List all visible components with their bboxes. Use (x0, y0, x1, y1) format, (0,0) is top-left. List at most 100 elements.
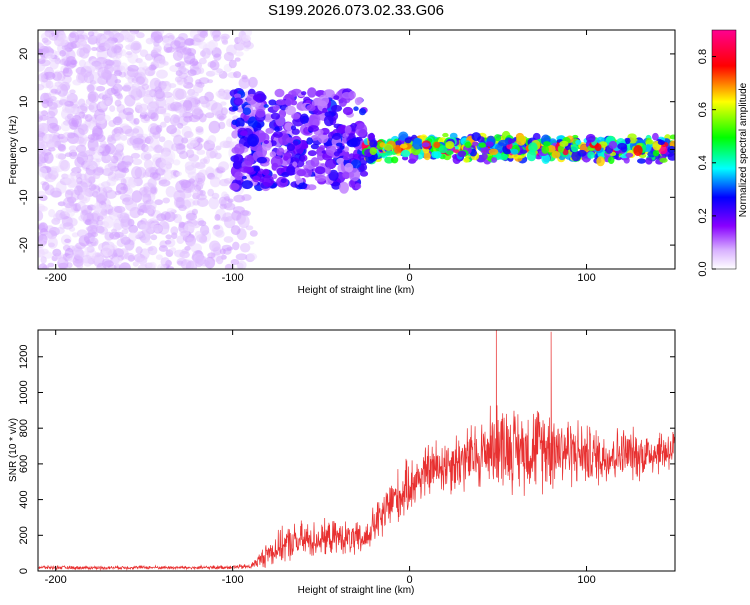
heatmap-blob (137, 208, 145, 216)
heatmap-blob (180, 180, 192, 189)
heatmap-blob (333, 151, 340, 157)
heatmap-blob (58, 99, 69, 106)
heatmap-blob (337, 148, 343, 153)
heatmap-blob (55, 227, 65, 235)
heatmap-blob (162, 91, 173, 98)
heatmap-blob (114, 149, 124, 157)
y-tick-label: 20 (18, 48, 30, 60)
heatmap-blob (659, 157, 668, 163)
heatmap-blob (248, 76, 258, 88)
heatmap-blob (331, 181, 341, 190)
heatmap-blob (48, 106, 58, 117)
heatmap-blob (131, 166, 143, 180)
heatmap-blob (247, 116, 258, 129)
heatmap-blob (154, 56, 166, 69)
heatmap-blob (163, 169, 174, 181)
heatmap-blob (78, 150, 85, 156)
heatmap-blob (144, 239, 152, 246)
heatmap-blob (234, 171, 243, 181)
heatmap-blob (652, 132, 659, 141)
heatmap-blob (50, 88, 58, 94)
x-tick-label: -200 (45, 574, 67, 586)
heatmap-blob (89, 219, 99, 230)
heatmap-blob (193, 33, 206, 43)
heatmap-blob (158, 136, 166, 143)
heatmap-blob (299, 113, 309, 125)
heatmap-blob (135, 76, 145, 85)
heatmap-blob (41, 37, 49, 44)
heatmap-blob (219, 248, 226, 255)
heatmap-blob (131, 82, 140, 92)
heatmap-blob (617, 142, 627, 150)
heatmap-blob (228, 59, 237, 69)
heatmap-blob (124, 94, 136, 107)
heatmap-blob (41, 123, 51, 131)
heatmap-blob (350, 137, 361, 147)
heatmap-blob (130, 152, 141, 159)
heatmap-blob (306, 104, 316, 112)
heatmap-blob (350, 159, 362, 169)
heatmap-blob (155, 124, 163, 133)
heatmap-blob (165, 266, 175, 269)
heatmap-blob (148, 64, 157, 71)
heatmap-blob (38, 240, 46, 249)
heatmap-blob (438, 145, 448, 154)
heatmap-blob (74, 185, 83, 196)
heatmap-blob (44, 173, 57, 183)
heatmap-blob (234, 93, 242, 99)
heatmap-blob (122, 197, 131, 203)
heatmap-blob (367, 133, 376, 140)
heatmap-blob (220, 101, 227, 106)
heatmap-blob (235, 117, 245, 129)
heatmap-blob (92, 190, 99, 198)
heatmap-blob (87, 256, 100, 264)
heatmap-blob (308, 125, 319, 132)
heatmap-blob (433, 141, 441, 149)
heatmap-blob (383, 143, 393, 151)
heatmap-blob (177, 122, 184, 129)
heatmap-blob (325, 167, 331, 175)
heatmap-blob (307, 87, 317, 98)
heatmap-blob (249, 230, 258, 237)
heatmap-blob (577, 149, 587, 157)
heatmap-blob (71, 114, 82, 128)
heatmap-blob (272, 131, 283, 138)
heatmap-blob (179, 48, 191, 55)
heatmap-blob (207, 79, 214, 84)
heatmap-blob (306, 137, 313, 145)
heatmap-blob (233, 97, 243, 106)
heatmap-blob (54, 81, 63, 87)
heatmap-blob (59, 58, 68, 66)
heatmap-blob (81, 209, 88, 216)
heatmap-blob (332, 133, 341, 140)
heatmap-blob (223, 202, 236, 211)
heatmap-blob (318, 145, 326, 151)
heatmap-blob (209, 150, 217, 159)
heatmap-blob (242, 107, 252, 115)
heatmap-blob (323, 115, 334, 127)
heatmap-blob (342, 155, 351, 161)
heatmap-blob (296, 169, 307, 177)
heatmap-blob (139, 257, 147, 267)
heatmap-blob (247, 133, 259, 147)
heatmap-blob (95, 134, 106, 142)
heatmap-blob (510, 148, 519, 155)
heatmap-blob (446, 150, 454, 156)
snr-xlabel: Height of straight line (km) (298, 585, 415, 596)
heatmap-blob (53, 213, 62, 222)
heatmap-blob (280, 178, 287, 184)
x-tick-label: 0 (407, 272, 413, 284)
heatmap-blob (400, 143, 408, 149)
heatmap-blob (42, 265, 50, 269)
y-tick-label: -20 (18, 237, 30, 253)
heatmap-blob (145, 37, 154, 45)
heatmap-blob (255, 108, 266, 118)
heatmap-blob (333, 95, 340, 100)
heatmap-blob (330, 104, 343, 112)
heatmap-blob (218, 115, 225, 121)
heatmap-blob (89, 236, 97, 243)
heatmap-blob (215, 145, 222, 151)
heatmap-blob (148, 245, 158, 256)
heatmap-blob (78, 235, 90, 247)
heatmap-blob (463, 157, 470, 163)
